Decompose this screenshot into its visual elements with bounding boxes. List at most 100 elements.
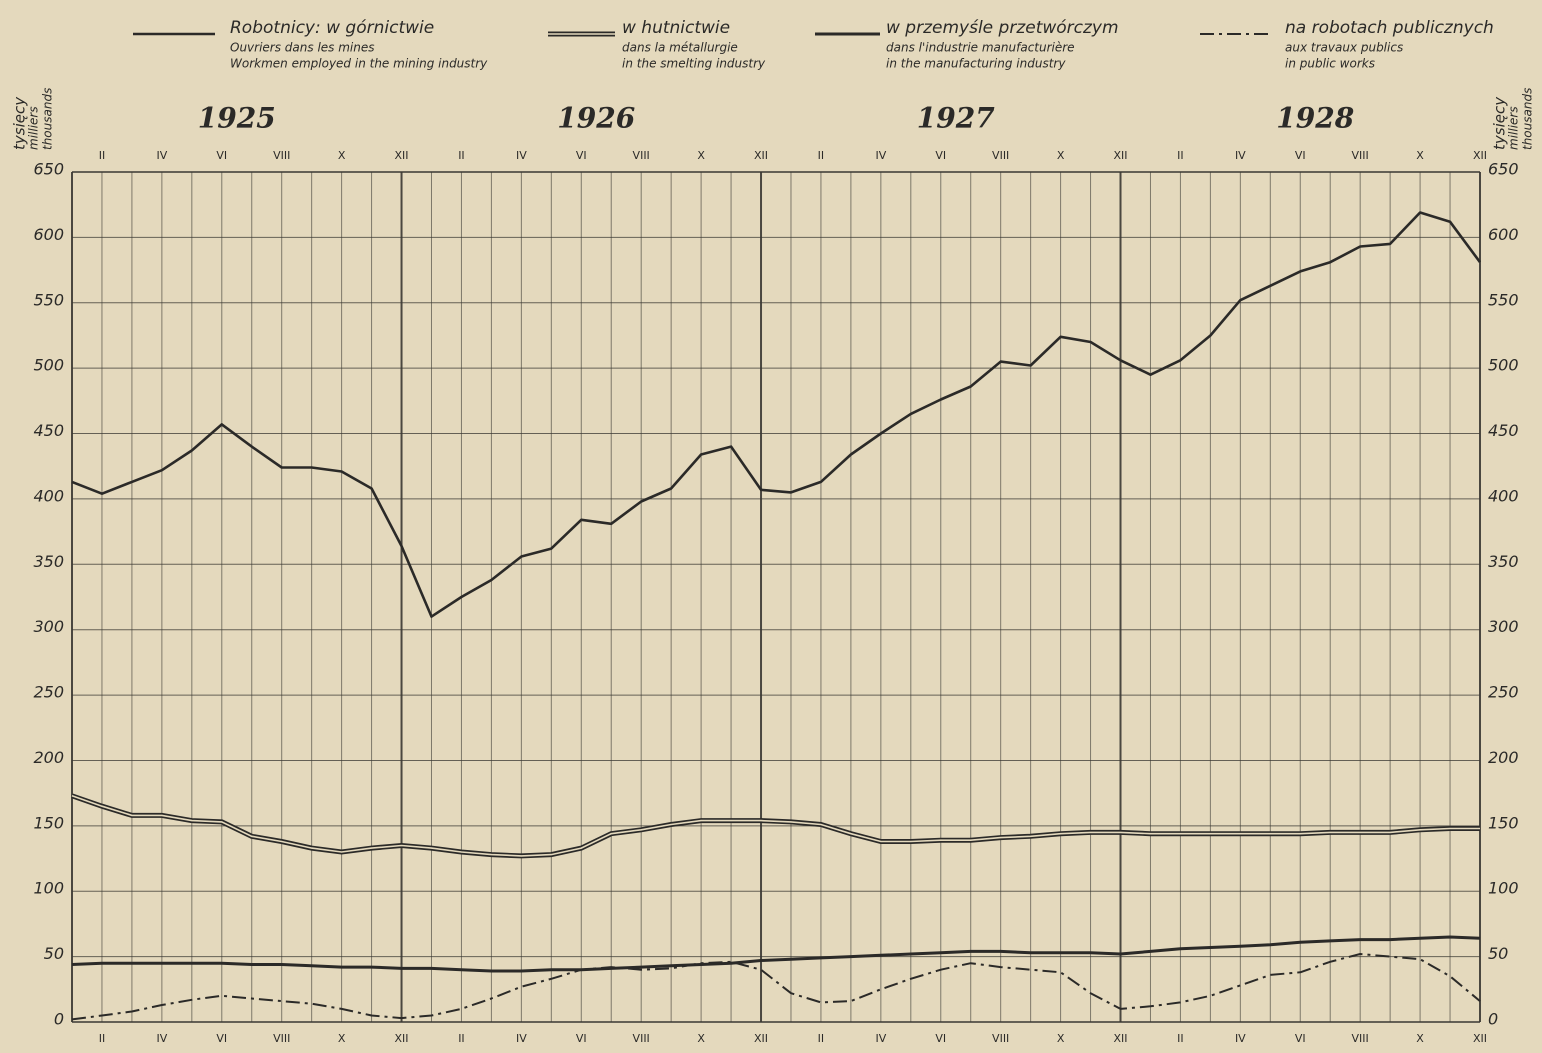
y2-axis-title: tysięcy (1491, 96, 1509, 150)
series-line (71, 953, 1481, 1021)
x-tick-label-top: IV (516, 149, 527, 162)
x-tick-label-top: VIII (992, 149, 1009, 162)
x-tick-label-top: X (338, 149, 346, 162)
x-tick-label-top: VIII (273, 149, 290, 162)
legend-label: Robotnicy: w górnictwie (230, 18, 434, 38)
x-tick-label-top: II (99, 149, 106, 162)
x-tick-label-top: VI (1295, 149, 1306, 162)
series-line (71, 795, 1480, 857)
x-tick-label-bottom: II (1177, 1032, 1184, 1045)
y-axis-title: tysięcy (11, 96, 29, 150)
legend-label: w hutnictwie (622, 18, 730, 38)
x-tick-label-top: II (458, 149, 465, 162)
x-tick-label-bottom: X (1057, 1032, 1065, 1045)
year-label: 1927 (917, 102, 995, 135)
y-tick-label: 0 (54, 1010, 64, 1029)
year-label: 1928 (1276, 102, 1354, 135)
y-tick-label: 350 (33, 552, 64, 571)
x-tick-label-bottom: II (458, 1032, 465, 1045)
legend-label-en: in public works (1285, 57, 1375, 71)
x-tick-label-bottom: XII (754, 1032, 768, 1045)
x-tick-label-top: X (1057, 149, 1065, 162)
x-tick-label-bottom: VIII (633, 1032, 650, 1045)
y-tick-label: 50 (44, 944, 64, 963)
legend-label-fr: dans la métallurgie (622, 41, 738, 55)
x-tick-label-bottom: X (338, 1032, 346, 1045)
x-tick-label-bottom: VIII (992, 1032, 1009, 1045)
y2-tick-label: 50 (1488, 944, 1508, 963)
y2-tick-label: 250 (1488, 683, 1519, 702)
legend-label: na robotach publicznych (1285, 18, 1494, 38)
x-tick-label-bottom: XII (1113, 1032, 1127, 1045)
y-tick-label: 600 (33, 225, 64, 244)
x-tick-label-bottom: VI (1295, 1032, 1306, 1045)
year-label: 1926 (557, 102, 635, 135)
series-line (71, 211, 1482, 618)
x-tick-label-bottom: IV (156, 1032, 167, 1045)
x-tick-label-top: VI (216, 149, 227, 162)
x-tick-label-bottom: II (818, 1032, 825, 1045)
y-tick-label: 400 (33, 486, 64, 505)
y-tick-label: 650 (33, 160, 64, 179)
legend-label-fr: Ouvriers dans les mines (230, 41, 375, 55)
x-tick-label-top: XII (1473, 149, 1487, 162)
x-tick-label-top: VI (576, 149, 587, 162)
y2-tick-label: 350 (1488, 552, 1519, 571)
x-tick-label-top: VI (935, 149, 946, 162)
x-tick-label-bottom: VI (576, 1032, 587, 1045)
y2-axis-title: thousands (1521, 88, 1535, 150)
y2-tick-label: 400 (1488, 486, 1519, 505)
year-label: 1925 (198, 102, 276, 135)
x-tick-label-top: IV (875, 149, 886, 162)
y-axis-title: thousands (41, 88, 55, 150)
legend-label-en: in the smelting industry (622, 57, 766, 71)
y2-tick-label: 450 (1488, 421, 1519, 440)
y-tick-label: 450 (33, 421, 64, 440)
x-tick-label-top: IV (156, 149, 167, 162)
y2-tick-label: 200 (1488, 748, 1519, 767)
y-tick-label: 300 (33, 617, 64, 636)
x-tick-label-bottom: X (1416, 1032, 1424, 1045)
y2-tick-label: 0 (1488, 1010, 1498, 1029)
y-tick-label: 550 (33, 290, 64, 309)
y-tick-label: 100 (33, 879, 64, 898)
x-tick-label-top: IV (1235, 149, 1246, 162)
x-tick-label-top: XII (1113, 149, 1127, 162)
x-tick-label-bottom: II (99, 1032, 106, 1045)
x-tick-label-bottom: VI (935, 1032, 946, 1045)
y-tick-label: 150 (33, 813, 64, 832)
series-line (71, 935, 1481, 973)
y2-tick-label: 500 (1488, 356, 1519, 375)
x-tick-label-bottom: IV (875, 1032, 886, 1045)
x-tick-label-top: II (818, 149, 825, 162)
x-tick-label-top: X (697, 149, 705, 162)
x-tick-label-top: II (1177, 149, 1184, 162)
y-tick-label: 200 (33, 748, 64, 767)
x-tick-label-top: X (1416, 149, 1424, 162)
x-tick-label-bottom: XII (395, 1032, 409, 1045)
x-tick-label-top: VIII (633, 149, 650, 162)
y2-tick-label: 150 (1488, 813, 1519, 832)
y2-axis-title: milliers (1507, 106, 1521, 150)
x-tick-label-bottom: VIII (1352, 1032, 1369, 1045)
y2-tick-label: 600 (1488, 225, 1519, 244)
y2-tick-label: 100 (1488, 879, 1519, 898)
x-tick-label-bottom: IV (516, 1032, 527, 1045)
x-tick-label-top: VIII (1352, 149, 1369, 162)
y-tick-label: 250 (33, 683, 64, 702)
x-tick-label-bottom: IV (1235, 1032, 1246, 1045)
x-tick-label-bottom: XII (1473, 1032, 1487, 1045)
y-tick-label: 500 (33, 356, 64, 375)
x-tick-label-top: XII (395, 149, 409, 162)
y2-tick-label: 550 (1488, 290, 1519, 309)
y2-tick-label: 300 (1488, 617, 1519, 636)
y2-tick-label: 650 (1488, 160, 1519, 179)
x-tick-label-top: XII (754, 149, 768, 162)
legend-label: w przemyśle przetwórczym (886, 18, 1119, 38)
legend-label-en: Workmen employed in the mining industry (230, 57, 488, 71)
x-tick-label-bottom: VIII (273, 1032, 290, 1045)
legend-label-en: in the manufacturing industry (886, 57, 1066, 71)
legend-label-fr: dans l'industrie manufacturière (886, 41, 1075, 55)
